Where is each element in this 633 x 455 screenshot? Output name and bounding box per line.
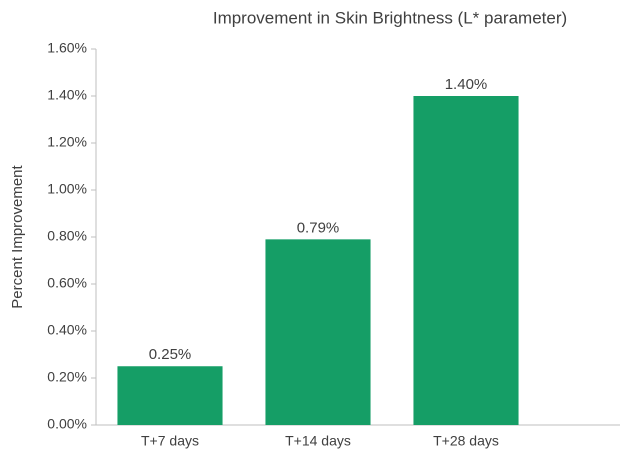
y-tick-label: 0.00% — [47, 416, 87, 432]
y-tick-label: 0.80% — [47, 228, 87, 244]
bar — [265, 239, 371, 425]
x-tick-label: T+7 days — [141, 433, 199, 449]
x-tick-label: T+28 days — [433, 433, 499, 449]
bar — [413, 96, 519, 425]
y-tick-label: 1.20% — [47, 134, 87, 150]
y-tick-label: 1.00% — [47, 181, 87, 197]
y-tick-label: 0.40% — [47, 322, 87, 338]
data-label: 0.25% — [149, 346, 192, 363]
y-axis-title: Percent Improvement — [9, 164, 26, 308]
y-tick-label: 1.40% — [47, 87, 87, 103]
y-tick-label: 0.60% — [47, 275, 87, 291]
y-tick-label: 1.60% — [47, 40, 87, 56]
data-label: 1.40% — [445, 76, 488, 93]
x-tick-label: T+14 days — [285, 433, 351, 449]
chart-title: Improvement in Skin Brightness (L* param… — [213, 8, 567, 27]
y-tick-label: 0.20% — [47, 369, 87, 385]
bar — [117, 366, 223, 425]
data-label: 0.79% — [297, 219, 340, 236]
